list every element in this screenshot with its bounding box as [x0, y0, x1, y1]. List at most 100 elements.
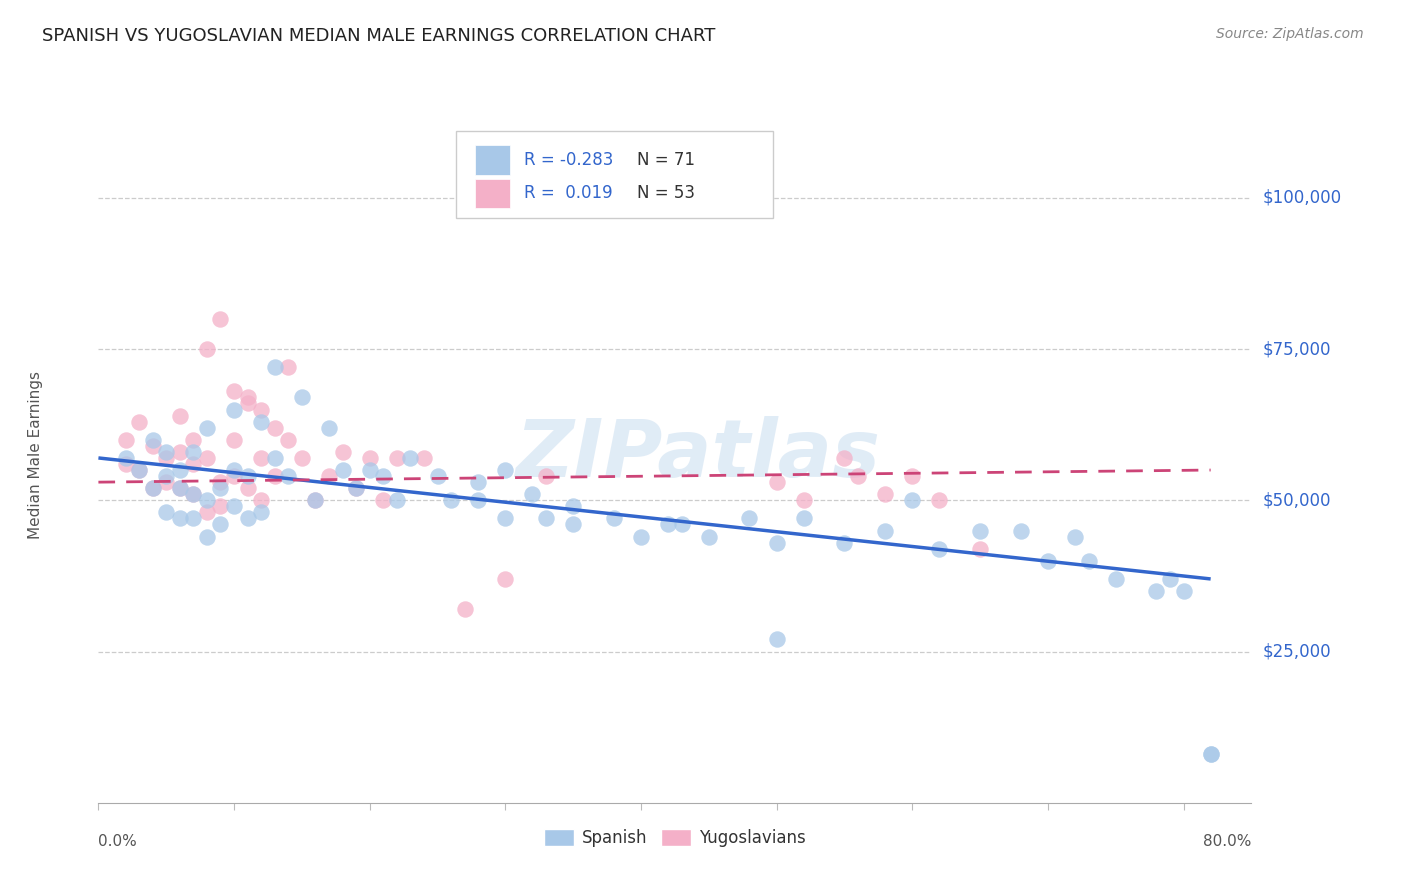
Point [195, 505, 218, 519]
Point [344, 481, 367, 495]
Point [1105, 572, 1128, 586]
Point [195, 493, 218, 508]
Point [222, 433, 245, 447]
Point [671, 517, 693, 532]
Text: R = -0.283: R = -0.283 [524, 151, 613, 169]
Point [1159, 572, 1181, 586]
Point [277, 360, 299, 375]
Point [875, 487, 897, 501]
Point [697, 530, 720, 544]
Point [359, 450, 381, 465]
Point [250, 402, 273, 417]
Point [426, 469, 449, 483]
Text: SPANISH VS YUGOSLAVIAN MEDIAN MALE EARNINGS CORRELATION CHART: SPANISH VS YUGOSLAVIAN MEDIAN MALE EARNI… [42, 27, 716, 45]
Point [128, 415, 150, 429]
Text: ZIPatlas: ZIPatlas [516, 416, 880, 494]
Point [155, 469, 177, 483]
Text: N = 71: N = 71 [637, 151, 695, 169]
Point [183, 487, 205, 501]
Point [332, 463, 354, 477]
Point [834, 450, 856, 465]
Point [195, 450, 218, 465]
Point [1036, 554, 1059, 568]
Bar [475, 145, 510, 175]
Point [142, 433, 165, 447]
Text: N = 53: N = 53 [637, 185, 695, 202]
Point [142, 439, 165, 453]
Point [250, 450, 273, 465]
Point [222, 463, 245, 477]
Point [1144, 584, 1167, 599]
Point [291, 391, 314, 405]
Point [793, 511, 815, 525]
Point [114, 450, 136, 465]
Point [155, 445, 177, 459]
Point [169, 409, 191, 423]
FancyBboxPatch shape [456, 131, 773, 219]
Point [765, 475, 787, 490]
Point [195, 342, 218, 356]
Point [209, 311, 232, 326]
Point [222, 469, 245, 483]
Point [236, 391, 259, 405]
Point [169, 463, 191, 477]
Text: $75,000: $75,000 [1263, 340, 1331, 358]
Point [1077, 554, 1099, 568]
Point [183, 457, 205, 471]
Point [209, 517, 232, 532]
Point [277, 469, 299, 483]
Point [603, 511, 626, 525]
Point [236, 469, 259, 483]
Point [155, 450, 177, 465]
Point [263, 360, 285, 375]
Point [169, 481, 191, 495]
Point [1199, 747, 1222, 762]
Point [263, 420, 285, 434]
Point [1064, 530, 1087, 544]
Point [738, 511, 761, 525]
Point [222, 500, 245, 514]
Point [236, 481, 259, 495]
Point [385, 450, 408, 465]
Point [969, 541, 991, 556]
Point [928, 541, 950, 556]
Point [875, 524, 897, 538]
Point [630, 530, 652, 544]
Point [155, 505, 177, 519]
Text: R =  0.019: R = 0.019 [524, 185, 613, 202]
Point [277, 433, 299, 447]
Point [1010, 524, 1032, 538]
Point [494, 511, 516, 525]
Point [318, 469, 340, 483]
Point [793, 493, 815, 508]
Text: Source: ZipAtlas.com: Source: ZipAtlas.com [1216, 27, 1364, 41]
Point [209, 475, 232, 490]
Point [657, 517, 679, 532]
Point [440, 493, 463, 508]
Point [195, 530, 218, 544]
Point [413, 450, 436, 465]
Point [901, 469, 924, 483]
Point [344, 481, 367, 495]
Point [494, 572, 516, 586]
Point [373, 469, 395, 483]
Point [399, 450, 422, 465]
Point [209, 481, 232, 495]
Text: 80.0%: 80.0% [1204, 834, 1251, 849]
Point [467, 475, 489, 490]
Point [928, 493, 950, 508]
Point [522, 487, 544, 501]
Legend: Spanish, Yugoslavians: Spanish, Yugoslavians [537, 822, 813, 854]
Point [169, 511, 191, 525]
Point [183, 487, 205, 501]
Point [236, 396, 259, 410]
Point [534, 469, 557, 483]
Point [534, 511, 557, 525]
Point [562, 517, 585, 532]
Point [304, 493, 326, 508]
Point [169, 445, 191, 459]
Point [453, 602, 475, 616]
Point [494, 463, 516, 477]
Point [183, 511, 205, 525]
Point [128, 463, 150, 477]
